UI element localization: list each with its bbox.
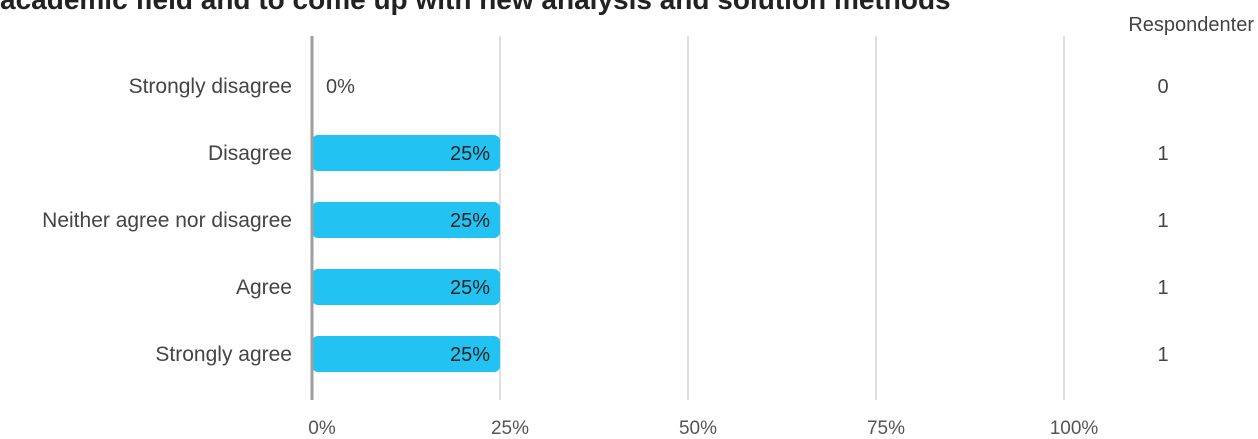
x-tick-label: 0%	[308, 418, 336, 439]
respondent-count: 1	[1157, 210, 1168, 232]
bar	[312, 135, 500, 171]
bar-value-label: 25%	[450, 277, 490, 299]
bar	[312, 336, 500, 372]
respondent-count: 0	[1157, 76, 1168, 98]
chart-title: academic field and to come up with new a…	[0, 0, 1258, 16]
category-label: Strongly disagree	[129, 75, 292, 98]
x-tick-label: 100%	[1050, 418, 1099, 439]
category-label: Disagree	[208, 142, 292, 165]
x-tick-label: 25%	[491, 418, 529, 439]
bar-value-label: 25%	[450, 143, 490, 165]
x-tick-label: 75%	[867, 418, 905, 439]
bar	[312, 202, 500, 238]
bar	[312, 269, 500, 305]
respondent-count: 1	[1157, 277, 1168, 299]
bar-value-label: 0%	[326, 76, 355, 98]
respondents-header: Respondenter	[1128, 14, 1254, 36]
category-label: Agree	[236, 276, 292, 299]
bar-value-label: 25%	[450, 344, 490, 366]
category-label: Neither agree nor disagree	[42, 209, 292, 232]
bar-value-label: 25%	[450, 210, 490, 232]
category-label: Strongly agree	[155, 343, 292, 366]
respondent-count: 1	[1157, 344, 1168, 366]
respondent-count: 1	[1157, 143, 1168, 165]
x-tick-label: 50%	[679, 418, 717, 439]
